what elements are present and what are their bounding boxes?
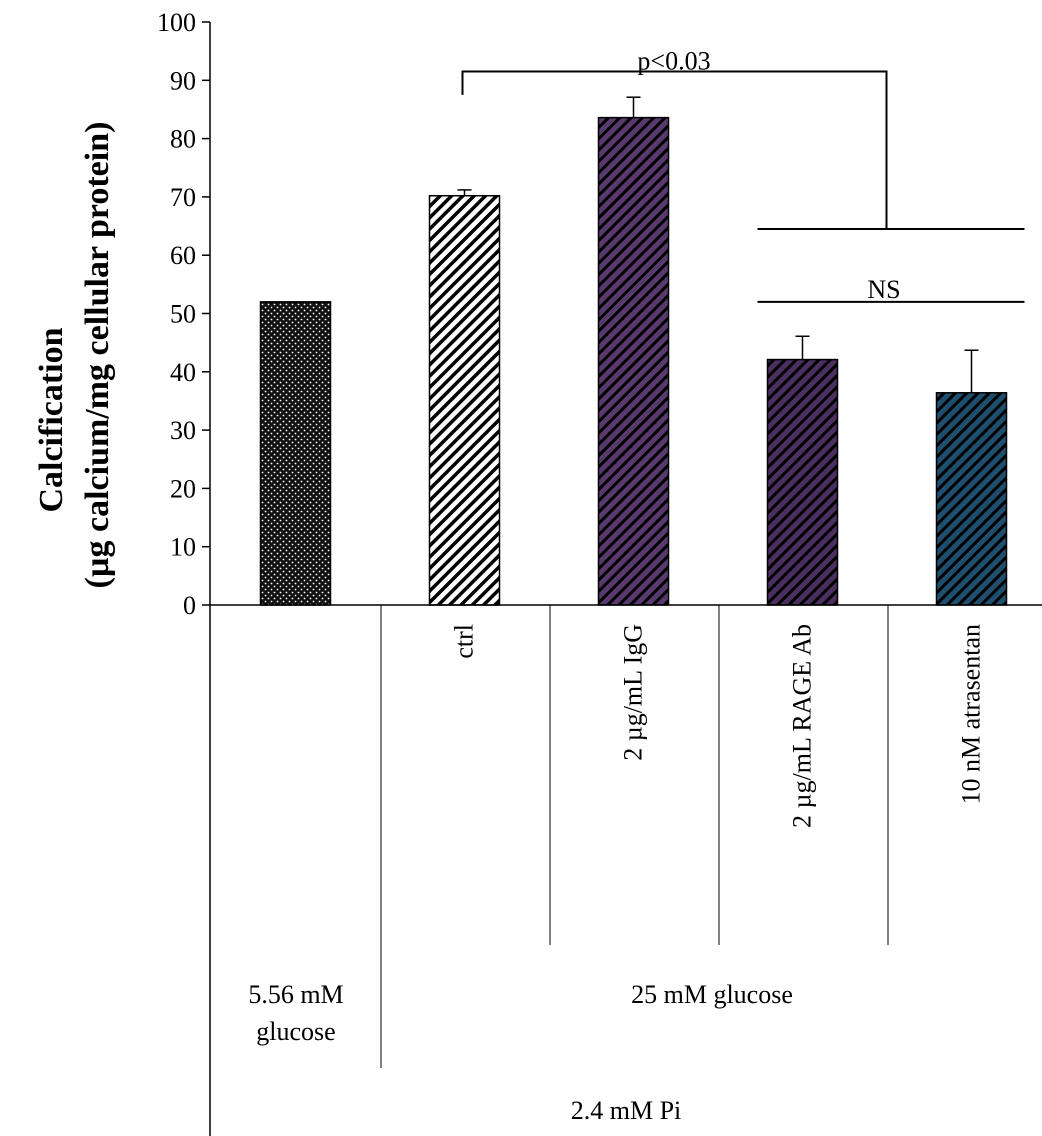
- y-tick-label: 70: [170, 183, 196, 212]
- y-tick-label: 10: [170, 533, 196, 562]
- y-axis-title-line2: (µg calcium/mg cellular protein): [79, 122, 116, 589]
- y-tick-label: 90: [170, 66, 196, 95]
- significance-label: p<0.03: [637, 47, 710, 76]
- category-label: 2 µg/mL RAGE Ab: [788, 624, 817, 828]
- y-tick-label: 40: [170, 358, 196, 387]
- y-axis-ticks: 0 10 20 30 40 50 60 70 80 90 100: [157, 8, 210, 620]
- category-labels: ctrl 2 µg/mL IgG 2 µg/mL RAGE Ab 10 nM atra…: [450, 624, 986, 828]
- y-tick-label: 30: [170, 416, 196, 445]
- group-label-low-glucose-line1: 5.56 mM: [248, 980, 343, 1009]
- y-tick-label: 60: [170, 241, 196, 270]
- bar: [428, 194, 501, 606]
- significance-annotations: p<0.03 NS: [461, 47, 1025, 304]
- group-label-high-glucose: 25 mM glucose: [631, 980, 793, 1009]
- category-label: 2 µg/mL IgG: [619, 624, 648, 761]
- significance-label: NS: [867, 275, 900, 304]
- y-tick-label: 100: [157, 8, 196, 37]
- bars-group: [259, 96, 1008, 606]
- group-label-phosphate: 2.4 mM Pi: [571, 1096, 682, 1125]
- category-label: ctrl: [450, 624, 479, 659]
- bar: [935, 392, 1008, 606]
- group-label-low-glucose-line2: glucose: [256, 1017, 335, 1046]
- bar: [766, 358, 839, 606]
- y-axis-title-line1: Calcification: [33, 327, 70, 512]
- bar: [259, 301, 332, 606]
- category-label: 10 nM atrasentan: [957, 624, 986, 805]
- y-tick-label: 20: [170, 474, 196, 503]
- y-tick-label: 0: [183, 591, 196, 620]
- y-tick-label: 80: [170, 125, 196, 154]
- significance-bracket: [461, 70, 888, 229]
- y-tick-label: 50: [170, 300, 196, 329]
- bar: [597, 116, 670, 606]
